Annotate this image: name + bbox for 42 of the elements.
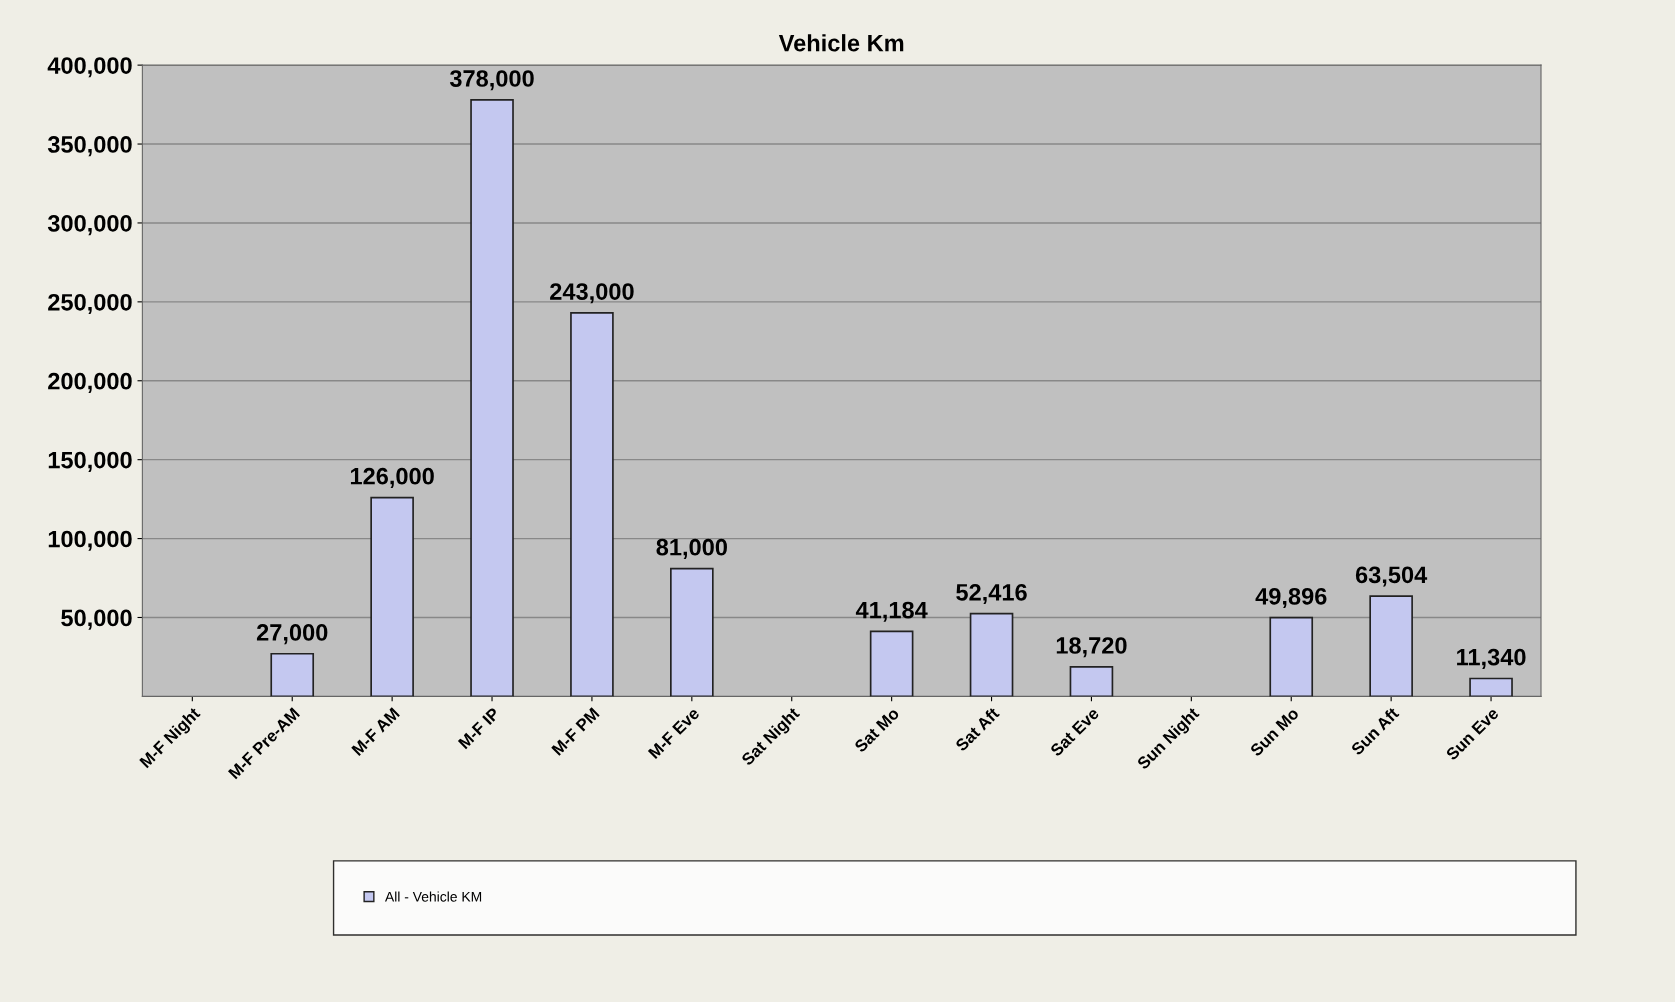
x-tick-label: Sat Mo: [853, 706, 900, 754]
x-tick-label: Sun Aft: [1350, 706, 1400, 756]
bar: [470, 99, 514, 697]
bar: [1269, 616, 1314, 697]
data-label: 18,720: [1056, 637, 1127, 658]
data-label: 11,340: [1457, 648, 1526, 669]
x-tick-label: Sun Eve: [1445, 706, 1500, 761]
data-label: 63,504: [1355, 566, 1428, 587]
bar: [570, 312, 614, 697]
x-tick-label: M-F AM: [351, 707, 400, 756]
data-label: 378,000: [449, 70, 534, 91]
x-tick-label: Sat Eve: [1049, 706, 1100, 758]
x-tick-label: M-F PM: [551, 707, 600, 756]
data-label: 52,416: [956, 583, 1027, 605]
data-label: 41,184: [855, 601, 928, 622]
x-tick-label: Sat Aft: [954, 706, 1001, 752]
y-tick-label: 350,000: [47, 136, 132, 157]
bar: [969, 612, 1014, 697]
y-tick-label: 200,000: [48, 372, 132, 393]
bar: [670, 567, 714, 697]
data-label: 126,000: [350, 467, 434, 488]
bar: [1469, 677, 1513, 697]
y-tick-label: 250,000: [48, 293, 132, 315]
legend-label: All - Vehicle KM: [384, 891, 482, 902]
x-tick-label: M-F IP: [457, 706, 501, 750]
y-tick-label: 150,000: [48, 451, 132, 472]
y-tick-label: 50,000: [61, 609, 132, 630]
data-label: 49,896: [1255, 587, 1327, 609]
bar: [1369, 595, 1413, 697]
bar: [270, 652, 315, 697]
y-tick-label: 300,000: [47, 215, 132, 236]
data-label: 27,000: [256, 624, 328, 645]
data-label: 243,000: [550, 283, 634, 304]
bar: [869, 630, 914, 697]
y-tick-label: 100,000: [48, 530, 132, 551]
y-tick-label: 400,000: [47, 57, 132, 78]
chart-title: Vehicle Km: [778, 34, 904, 52]
x-tick-label: M-F Eve: [647, 706, 701, 760]
bar: [1069, 666, 1114, 697]
bar: [370, 496, 414, 697]
data-label: 81,000: [656, 538, 727, 559]
x-tick-label: Sun Mo: [1249, 706, 1300, 757]
